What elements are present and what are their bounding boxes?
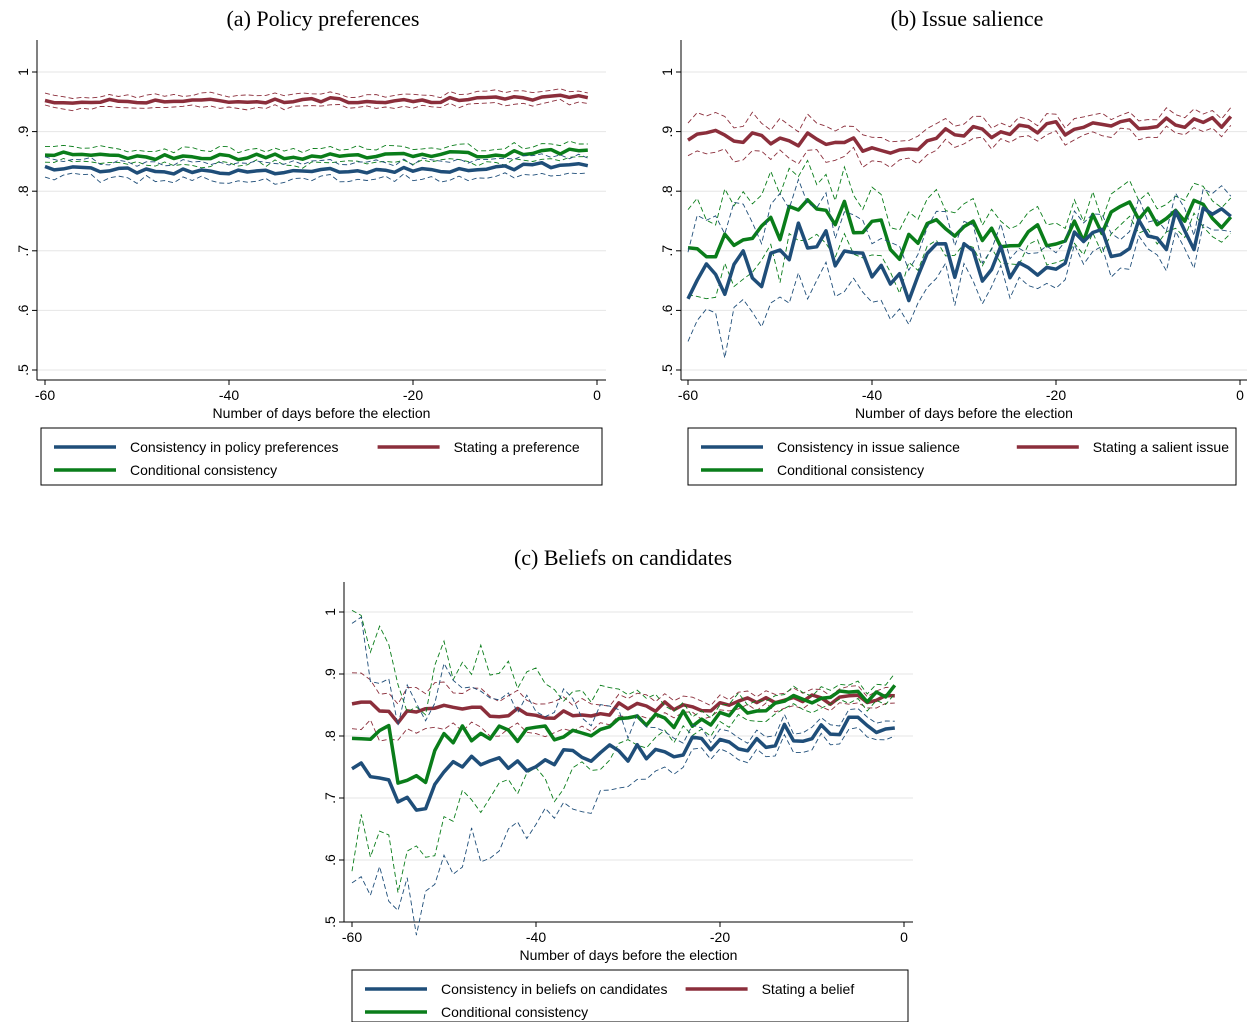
ci-lower-conditional bbox=[44, 156, 588, 169]
legend: Consistency in beliefs on candidates Stat… bbox=[351, 969, 909, 1022]
ci-upper-conditional bbox=[351, 610, 896, 719]
ci-lower-stating bbox=[44, 98, 588, 112]
plot-area bbox=[680, 39, 1248, 381]
ci-lower-stating bbox=[351, 701, 895, 742]
x-axis-title: Number of days before the election bbox=[520, 947, 738, 963]
x-tick-label: -40 bbox=[526, 929, 546, 945]
legend-label-stating: Stating a preference bbox=[454, 439, 580, 455]
series-line-consistency bbox=[44, 160, 589, 176]
legend: Consistency in issue salience Stating a s… bbox=[687, 427, 1237, 486]
y-tick-label: 1 bbox=[322, 608, 338, 616]
ci-upper-consistency bbox=[351, 616, 895, 744]
legend-box bbox=[687, 427, 1237, 486]
x-tick-label: -40 bbox=[862, 387, 882, 403]
ci-upper-consistency bbox=[687, 178, 1232, 272]
y-tick-label: .9 bbox=[15, 126, 31, 138]
y-tick-label: .9 bbox=[322, 668, 338, 680]
legend-label-conditional: Conditional consistency bbox=[441, 1004, 588, 1020]
series-line-conditional bbox=[351, 684, 897, 785]
y-tick-label: 1 bbox=[659, 68, 675, 76]
ci-upper-consistency bbox=[44, 153, 588, 167]
y-tick-label: .9 bbox=[659, 126, 675, 138]
legend-label-conditional: Conditional consistency bbox=[777, 462, 924, 478]
x-tick-label: 0 bbox=[900, 929, 908, 945]
panel-c-title: (c) Beliefs on candidates bbox=[513, 545, 733, 570]
series-line-conditional bbox=[687, 198, 1233, 262]
ci-lower-consistency bbox=[351, 727, 895, 936]
series-line-stating bbox=[687, 115, 1233, 155]
legend-label-stating: Stating a salient issue bbox=[1093, 439, 1229, 455]
x-tick-label: 0 bbox=[1236, 387, 1244, 403]
y-tick-label: .6 bbox=[322, 854, 338, 866]
ci-upper-conditional bbox=[45, 140, 588, 154]
y-tick-label: 1 bbox=[15, 68, 31, 76]
legend-box bbox=[40, 427, 603, 486]
ci-upper-conditional bbox=[687, 159, 1232, 231]
chart-a: .5 .6 .7 .8 .9 1 -60 -40 -20 0 Number of days befo… bbox=[15, 39, 607, 486]
series-line-consistency bbox=[351, 715, 895, 812]
y-tick-label: .7 bbox=[322, 792, 338, 804]
x-axis-title: Number of days before the election bbox=[213, 405, 431, 421]
chart-b: .5 .6 .7 .8 .9 1 -60 -40 -20 0 Number of days befo… bbox=[659, 39, 1248, 486]
series-line-consistency bbox=[686, 206, 1232, 303]
x-tick-label: -40 bbox=[219, 387, 239, 403]
ci-lower-consistency bbox=[44, 172, 588, 185]
ci-lower-stating bbox=[687, 125, 1232, 168]
series-line-stating bbox=[44, 93, 589, 105]
y-tick-label: .8 bbox=[15, 185, 31, 197]
plot-area bbox=[343, 581, 914, 923]
y-tick-label: .7 bbox=[15, 245, 31, 257]
series-line-conditional bbox=[44, 147, 588, 162]
ci-upper-stating bbox=[44, 88, 588, 99]
x-tick-label: -60 bbox=[678, 387, 698, 403]
legend: Consistency in policy preferences Stating… bbox=[40, 427, 603, 486]
panel-b-title: (b) Issue salience bbox=[890, 6, 1044, 31]
x-tick-label: -20 bbox=[710, 929, 730, 945]
ci-lower-conditional bbox=[687, 212, 1232, 300]
y-tick-label: .8 bbox=[322, 730, 338, 742]
ci-upper-stating bbox=[687, 107, 1232, 143]
x-tick-label: -20 bbox=[1046, 387, 1066, 403]
y-tick-label: .8 bbox=[659, 185, 675, 197]
legend-label-consistency: Consistency in issue salience bbox=[777, 439, 960, 455]
legend-label-consistency: Consistency in beliefs on candidates bbox=[441, 981, 667, 997]
y-tick-label: .5 bbox=[659, 364, 675, 376]
ci-lower-consistency bbox=[687, 223, 1231, 359]
y-tick-label: .6 bbox=[659, 304, 675, 316]
y-tick-label: .5 bbox=[322, 916, 338, 928]
x-tick-label: 0 bbox=[593, 387, 601, 403]
x-tick-label: -60 bbox=[35, 387, 55, 403]
ci-upper-stating bbox=[351, 672, 895, 707]
panel-a-title: (a) Policy preferences bbox=[226, 6, 420, 31]
plot-area bbox=[36, 39, 607, 381]
legend-box bbox=[351, 969, 909, 1022]
legend-label-consistency: Consistency in policy preferences bbox=[130, 439, 339, 455]
chart-c: .5 .6 .7 .8 .9 1 -60 -40 -20 0 Number of days befo… bbox=[322, 581, 914, 1022]
ci-lower-conditional bbox=[351, 693, 896, 893]
x-tick-label: -60 bbox=[342, 929, 362, 945]
y-tick-label: .5 bbox=[15, 364, 31, 376]
legend-label-stating: Stating a belief bbox=[762, 981, 855, 997]
legend-label-conditional: Conditional consistency bbox=[130, 462, 277, 478]
x-axis-title: Number of days before the election bbox=[855, 405, 1073, 421]
y-tick-label: .7 bbox=[659, 245, 675, 257]
y-tick-label: .6 bbox=[15, 304, 31, 316]
x-tick-label: -20 bbox=[403, 387, 423, 403]
